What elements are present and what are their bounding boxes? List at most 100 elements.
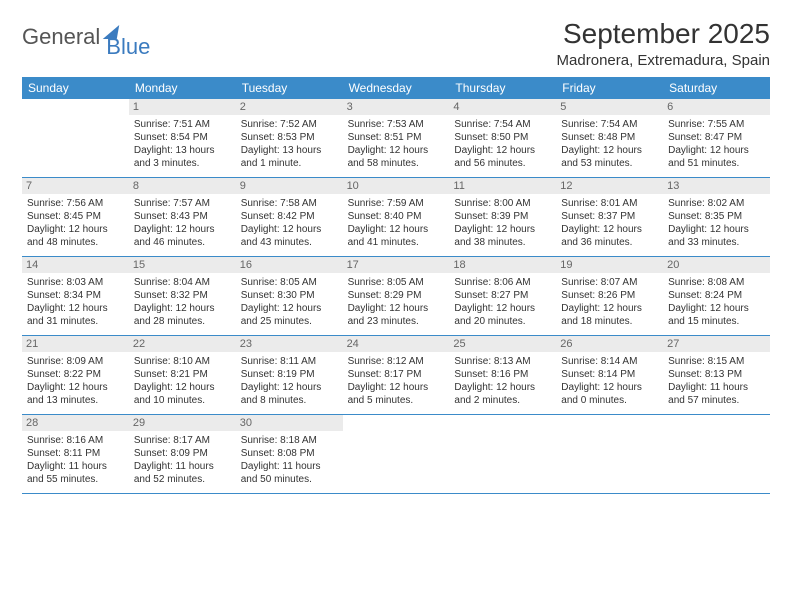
day-info-line: Daylight: 12 hours <box>27 381 124 394</box>
day-info-line: Daylight: 13 hours <box>134 144 231 157</box>
day-info-line: Daylight: 12 hours <box>454 144 551 157</box>
day-info-line: Sunrise: 8:13 AM <box>454 355 551 368</box>
day-cell: 29Sunrise: 8:17 AMSunset: 8:09 PMDayligh… <box>129 415 236 493</box>
day-number: 18 <box>449 257 556 273</box>
day-info-line: Sunrise: 8:14 AM <box>561 355 658 368</box>
day-info-line: and 2 minutes. <box>454 394 551 407</box>
week-row: 21Sunrise: 8:09 AMSunset: 8:22 PMDayligh… <box>22 336 770 415</box>
header-row: General Blue September 2025 Madronera, E… <box>22 18 770 69</box>
day-info-line: Daylight: 12 hours <box>348 302 445 315</box>
day-info-line: Sunrise: 8:12 AM <box>348 355 445 368</box>
day-cell: 17 Sunrise: 8:05 AMSunset: 8:29 PMDayligh… <box>343 257 450 335</box>
weekday-thursday: Thursday <box>449 77 556 99</box>
logo-text-general: General <box>22 24 100 50</box>
day-cell: 8Sunrise: 7:57 AMSunset: 8:43 PMDaylight… <box>129 178 236 256</box>
day-info-line: Sunrise: 8:11 AM <box>241 355 338 368</box>
day-info-line: and 52 minutes. <box>134 473 231 486</box>
day-info-line: Daylight: 12 hours <box>561 223 658 236</box>
day-number: 2 <box>236 99 343 115</box>
day-info-line: Sunset: 8:37 PM <box>561 210 658 223</box>
day-number: 5 <box>556 99 663 115</box>
day-info-line: Daylight: 12 hours <box>27 223 124 236</box>
day-info-line: Sunset: 8:40 PM <box>348 210 445 223</box>
day-info-line: Sunset: 8:22 PM <box>27 368 124 381</box>
day-info-line: and 38 minutes. <box>454 236 551 249</box>
day-cell: 15Sunrise: 8:04 AMSunset: 8:32 PMDayligh… <box>129 257 236 335</box>
day-info-line: and 23 minutes. <box>348 315 445 328</box>
day-info-line: Sunset: 8:54 PM <box>134 131 231 144</box>
day-info-line: Sunset: 8:26 PM <box>561 289 658 302</box>
day-info-line: Daylight: 12 hours <box>561 144 658 157</box>
day-info-line: and 46 minutes. <box>134 236 231 249</box>
day-number: 17 <box>343 257 450 273</box>
week-row: 7Sunrise: 7:56 AMSunset: 8:45 PMDaylight… <box>22 178 770 257</box>
day-info-line: and 55 minutes. <box>27 473 124 486</box>
day-info-line: Sunrise: 7:51 AM <box>134 118 231 131</box>
day-cell: 3Sunrise: 7:53 AMSunset: 8:51 PMDaylight… <box>343 99 450 177</box>
day-cell <box>663 415 770 493</box>
day-info-line: Sunset: 8:27 PM <box>454 289 551 302</box>
day-info-line: Sunrise: 8:18 AM <box>241 434 338 447</box>
day-info-line: Sunset: 8:24 PM <box>668 289 765 302</box>
day-cell: 24Sunrise: 8:12 AMSunset: 8:17 PMDayligh… <box>343 336 450 414</box>
day-cell: 18Sunrise: 8:06 AMSunset: 8:27 PMDayligh… <box>449 257 556 335</box>
day-number: 28 <box>22 415 129 431</box>
day-cell: 30Sunrise: 8:18 AMSunset: 8:08 PMDayligh… <box>236 415 343 493</box>
day-info-line: Sunrise: 7:52 AM <box>241 118 338 131</box>
day-cell: 1 Sunrise: 7:51 AMSunset: 8:54 PMDaylight… <box>129 99 236 177</box>
day-number: 21 <box>22 336 129 352</box>
day-info-line: Daylight: 12 hours <box>454 381 551 394</box>
day-info-line: Sunset: 8:45 PM <box>27 210 124 223</box>
day-info-line: Daylight: 12 hours <box>241 381 338 394</box>
day-info-line: Daylight: 12 hours <box>348 144 445 157</box>
day-info-line: Sunrise: 8:17 AM <box>134 434 231 447</box>
day-number: 22 <box>129 336 236 352</box>
weekday-sunday: Sunday <box>22 77 129 99</box>
day-info-line: Sunrise: 8:08 AM <box>668 276 765 289</box>
logo: General Blue <box>22 18 150 50</box>
day-cell: 5 Sunrise: 7:54 AMSunset: 8:48 PMDaylight… <box>556 99 663 177</box>
day-info-line: Sunrise: 8:05 AM <box>348 276 445 289</box>
day-info-line: Sunset: 8:47 PM <box>668 131 765 144</box>
day-info-line: and 58 minutes. <box>348 157 445 170</box>
day-info-line: Daylight: 12 hours <box>454 223 551 236</box>
day-info-line: Daylight: 11 hours <box>241 460 338 473</box>
day-info-line: and 1 minute. <box>241 157 338 170</box>
day-cell: 2Sunrise: 7:52 AMSunset: 8:53 PMDaylight… <box>236 99 343 177</box>
day-number: 9 <box>236 178 343 194</box>
day-cell: 27Sunrise: 8:15 AMSunset: 8:13 PMDayligh… <box>663 336 770 414</box>
day-info-line: Daylight: 12 hours <box>668 302 765 315</box>
day-cell: 4Sunrise: 7:54 AMSunset: 8:50 PMDaylight… <box>449 99 556 177</box>
day-number: 16 <box>236 257 343 273</box>
day-info-line: Daylight: 12 hours <box>134 302 231 315</box>
day-cell: 20Sunrise: 8:08 AMSunset: 8:24 PMDayligh… <box>663 257 770 335</box>
day-info-line: Daylight: 12 hours <box>134 223 231 236</box>
day-info-line: Daylight: 12 hours <box>454 302 551 315</box>
day-info-line: Daylight: 12 hours <box>348 381 445 394</box>
day-info-line: Sunrise: 8:00 AM <box>454 197 551 210</box>
day-cell: 23Sunrise: 8:11 AMSunset: 8:19 PMDayligh… <box>236 336 343 414</box>
day-info-line: and 43 minutes. <box>241 236 338 249</box>
day-info-line: Sunset: 8:48 PM <box>561 131 658 144</box>
logo-text-blue: Blue <box>106 34 150 60</box>
week-row: 14Sunrise: 8:03 AMSunset: 8:34 PMDayligh… <box>22 257 770 336</box>
day-info-line: Sunset: 8:39 PM <box>454 210 551 223</box>
day-number: 3 <box>343 99 450 115</box>
day-info-line: and 41 minutes. <box>348 236 445 249</box>
day-info-line: Sunset: 8:29 PM <box>348 289 445 302</box>
day-number: 1 <box>129 99 236 115</box>
day-info-line: Sunrise: 7:54 AM <box>454 118 551 131</box>
day-cell: 12Sunrise: 8:01 AMSunset: 8:37 PMDayligh… <box>556 178 663 256</box>
day-info-line: Sunset: 8:09 PM <box>134 447 231 460</box>
day-info-line: Sunrise: 7:54 AM <box>561 118 658 131</box>
day-number: 24 <box>343 336 450 352</box>
calendar-page: General Blue September 2025 Madronera, E… <box>0 0 792 494</box>
day-info-line: and 33 minutes. <box>668 236 765 249</box>
day-info-line: Sunrise: 7:56 AM <box>27 197 124 210</box>
day-number: 30 <box>236 415 343 431</box>
day-info-line: and 3 minutes. <box>134 157 231 170</box>
day-info-line: Sunrise: 8:10 AM <box>134 355 231 368</box>
day-info-line: Daylight: 11 hours <box>668 381 765 394</box>
day-number: 11 <box>449 178 556 194</box>
day-cell: 6Sunrise: 7:55 AMSunset: 8:47 PMDaylight… <box>663 99 770 177</box>
